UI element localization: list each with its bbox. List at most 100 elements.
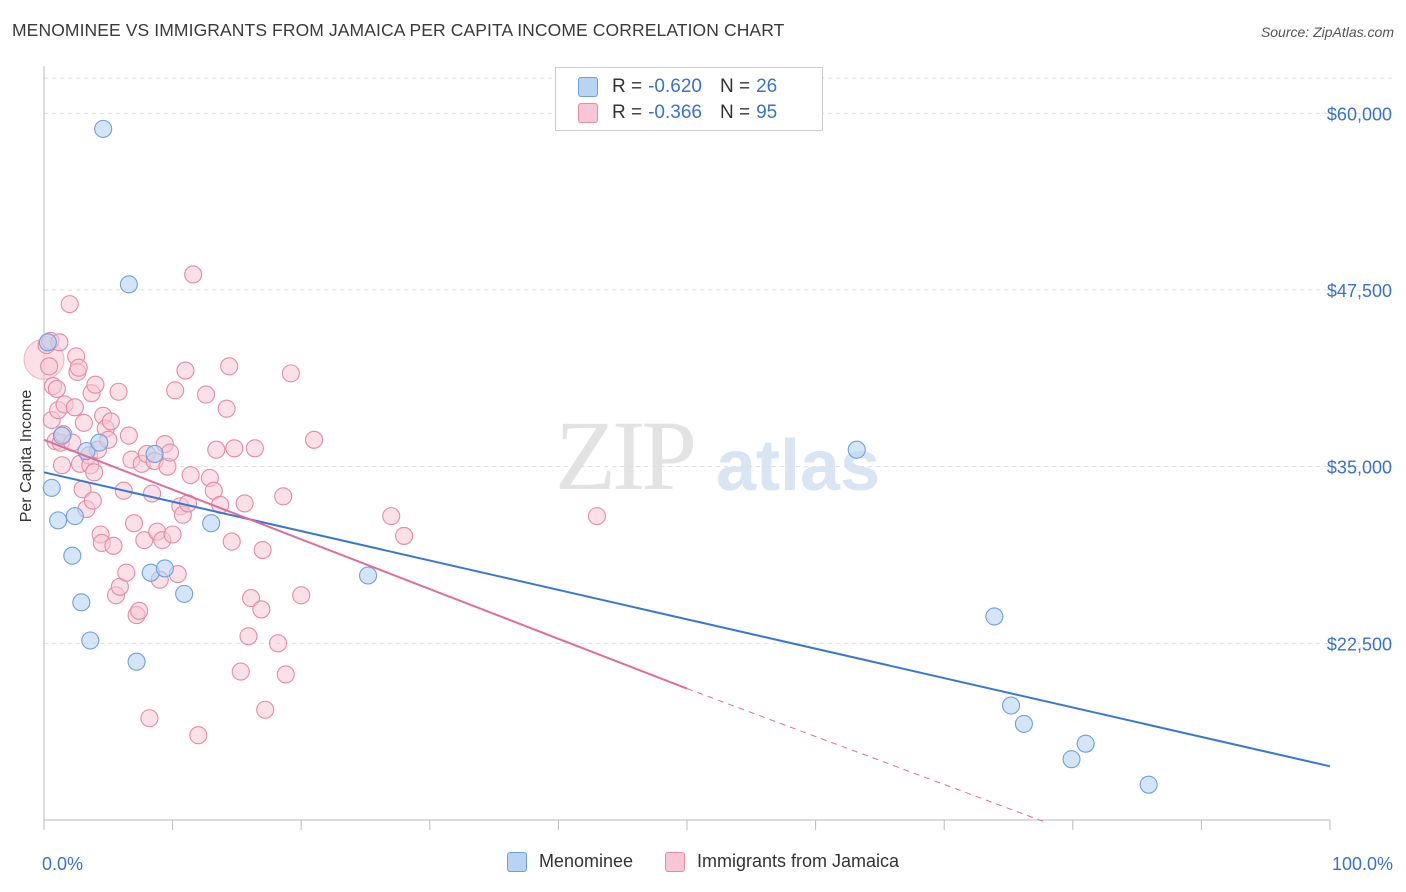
data-point-jamaica — [181, 466, 200, 485]
data-point-menominee — [1139, 775, 1158, 794]
data-point-jamaica — [119, 426, 138, 445]
data-point-menominee — [1062, 750, 1081, 769]
data-point-jamaica — [395, 526, 414, 545]
data-point-jamaica — [235, 494, 254, 513]
data-point-jamaica — [269, 634, 288, 653]
data-point-jamaica — [52, 456, 72, 475]
data-point-jamaica — [189, 726, 208, 745]
data-point-jamaica — [256, 700, 275, 719]
y-tick-label: $60,000 — [1327, 104, 1392, 124]
data-point-jamaica — [124, 514, 144, 533]
data-point-menominee — [49, 511, 68, 530]
data-point-jamaica — [130, 601, 149, 620]
data-point-jamaica — [245, 439, 264, 458]
data-point-jamaica — [83, 491, 102, 510]
data-point-jamaica — [86, 375, 105, 394]
data-point-menominee — [1014, 714, 1033, 733]
data-point-jamaica — [117, 563, 136, 582]
data-point-jamaica — [281, 364, 300, 383]
y-tick-label: $35,000 — [1327, 458, 1392, 478]
data-point-menominee — [127, 652, 146, 671]
y-tick-label: $47,500 — [1327, 281, 1392, 301]
data-point-menominee — [359, 566, 378, 585]
data-point-menominee — [90, 433, 109, 452]
data-point-jamaica — [47, 379, 66, 398]
data-point-menominee — [72, 593, 91, 612]
data-point-menominee — [52, 426, 72, 445]
data-point-menominee — [94, 119, 113, 138]
legend-n-value: 26 — [756, 76, 778, 97]
data-point-jamaica — [292, 586, 311, 605]
watermark-atlas: atlas — [716, 426, 881, 506]
trend-line-jamaica-extension — [686, 688, 1048, 824]
x-tick-label: 0.0% — [42, 854, 83, 874]
data-point-jamaica — [222, 532, 241, 551]
data-point-jamaica — [104, 536, 123, 555]
data-point-jamaica — [274, 487, 293, 506]
data-point-jamaica — [160, 443, 180, 462]
data-point-menominee — [63, 546, 82, 565]
legend-row-jamaica: R = -0.366 N = 95 — [578, 101, 795, 125]
legend-n-label: N = — [719, 76, 751, 97]
legend-r-value: -0.620 — [648, 76, 702, 97]
data-point-jamaica — [231, 662, 250, 681]
legend-item-menominee: Menominee — [506, 851, 633, 872]
watermark-zip: ZIP — [555, 400, 697, 511]
legend-r-value: -0.366 — [648, 102, 702, 123]
data-point-jamaica — [85, 463, 104, 482]
data-point-jamaica — [207, 440, 226, 459]
data-point-jamaica — [587, 507, 607, 526]
data-point-menominee — [38, 333, 57, 352]
data-point-jamaica — [252, 600, 271, 619]
data-point-menominee — [81, 631, 100, 650]
correlation-legend: R = -0.620 N = 26 R = -0.366 N = 95 — [555, 67, 823, 131]
data-point-jamaica — [109, 382, 128, 401]
data-point-jamaica — [65, 398, 84, 417]
data-point-jamaica — [176, 361, 195, 380]
data-point-jamaica — [217, 399, 236, 418]
data-point-menominee — [65, 507, 84, 526]
legend-swatch-pink — [665, 851, 685, 872]
data-point-menominee — [202, 514, 221, 533]
legend-swatch-pink — [578, 103, 598, 123]
legend-swatch-blue — [506, 851, 527, 872]
y-tick-label: $22,500 — [1327, 634, 1392, 654]
legend-label-jamaica: Immigrants from Jamaica — [697, 851, 900, 871]
series-menominee-points — [38, 119, 1158, 794]
data-point-menominee — [985, 607, 1004, 626]
data-point-menominee — [155, 559, 174, 578]
data-point-jamaica — [225, 439, 244, 458]
data-point-jamaica — [276, 665, 295, 684]
data-point-jamaica — [166, 381, 185, 400]
data-point-jamaica — [196, 385, 216, 404]
data-point-jamaica — [142, 484, 162, 503]
legend-n-label: N = — [719, 102, 751, 123]
legend-swatch-blue — [578, 77, 598, 97]
data-point-menominee — [1002, 696, 1021, 715]
data-point-menominee — [1076, 734, 1095, 753]
data-point-menominee — [175, 584, 194, 603]
data-point-jamaica — [140, 709, 159, 728]
data-point-jamaica — [382, 507, 401, 526]
data-point-jamaica — [253, 541, 272, 560]
grid-lines — [44, 77, 1392, 644]
data-point-jamaica — [184, 265, 203, 284]
data-point-menominee — [119, 275, 138, 294]
axes — [43, 66, 1331, 830]
trend-line-menominee — [43, 471, 1331, 768]
legend-r-label: R = — [612, 76, 643, 97]
data-point-jamaica — [241, 589, 261, 608]
data-point-jamaica — [163, 525, 182, 544]
legend-row-menominee: R = -0.620 N = 26 — [578, 75, 795, 99]
data-point-jamaica — [60, 295, 79, 314]
tick-labels: $22,500 $35,000 $47,500 $60,000 0.0% 100.0% — [42, 104, 1393, 874]
data-point-jamaica — [74, 413, 93, 432]
data-point-jamaica — [69, 358, 88, 377]
trend-lines — [43, 438, 1331, 824]
data-point-jamaica — [305, 430, 324, 449]
data-point-jamaica — [220, 357, 239, 376]
data-point-jamaica — [135, 531, 154, 550]
legend-r-label: R = — [612, 102, 643, 123]
x-tick-label: 100.0% — [1332, 854, 1393, 874]
